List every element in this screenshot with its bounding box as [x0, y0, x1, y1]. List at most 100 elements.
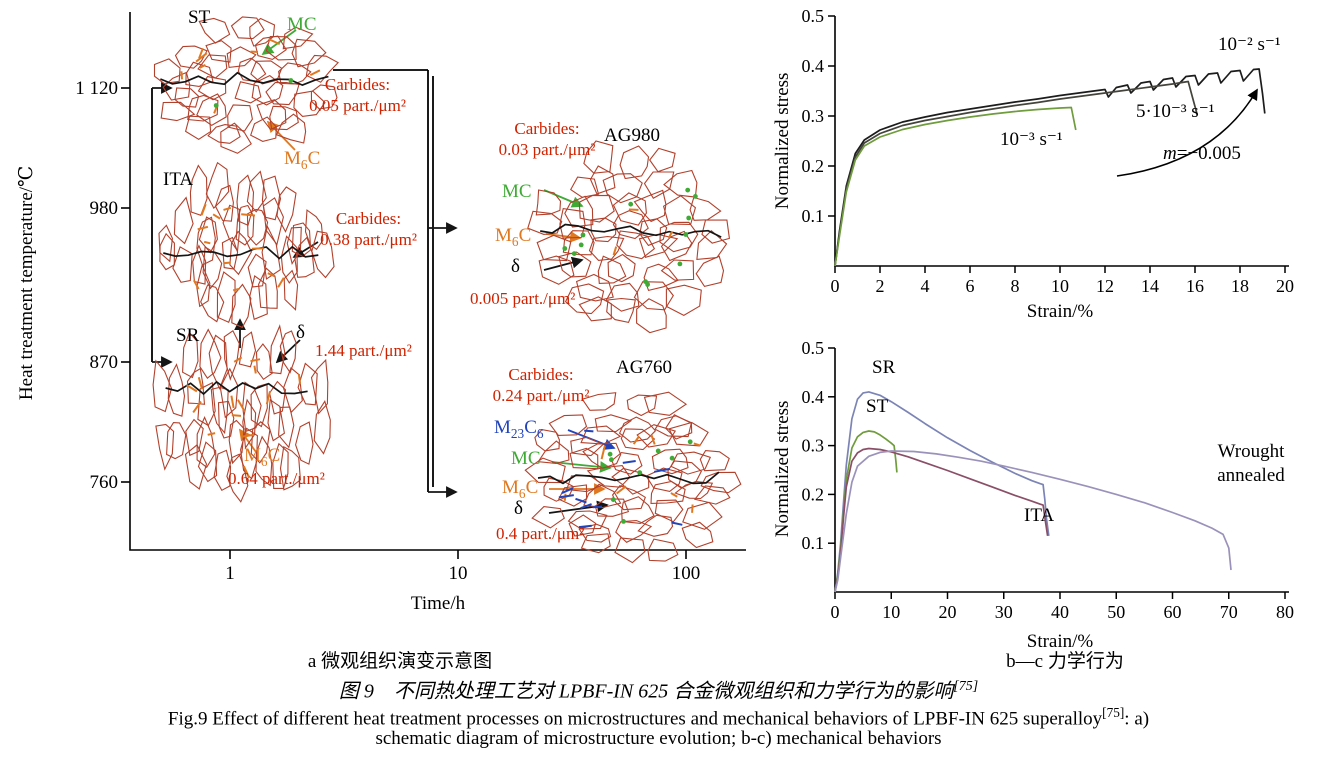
x-tick-1: 1	[225, 563, 235, 584]
grain-boundary	[643, 391, 688, 416]
grain-boundary	[205, 40, 232, 63]
ag760-structure-label: AG760	[616, 357, 672, 378]
grain-boundary	[578, 296, 612, 322]
m6c-particle	[200, 203, 207, 216]
panel-a-canvas	[121, 12, 746, 564]
grain-boundary	[267, 398, 286, 442]
grain-boundary	[230, 16, 265, 40]
grain-boundary	[567, 510, 608, 530]
carbides-word: Carbides:	[508, 365, 574, 384]
grain-boundary	[297, 362, 318, 406]
carbides-word: Carbides:	[514, 119, 580, 138]
grain-boundary	[242, 398, 257, 450]
grain-boundary	[172, 246, 193, 283]
grain-boundary	[251, 74, 284, 106]
mc-particle	[621, 519, 626, 524]
y-tick-label: 0.4	[802, 387, 825, 407]
grain-boundary	[223, 329, 240, 381]
m6c-particle	[231, 414, 242, 417]
ita-carbides-label: Carbides: 0.38 part./μm²	[296, 208, 441, 251]
reference-superscript: [75]	[1102, 705, 1125, 720]
grain-boundary	[570, 436, 605, 457]
ag760-delta-label: δ	[514, 498, 523, 519]
grain-boundary	[636, 298, 667, 334]
m6c-particle	[693, 442, 701, 447]
st-structure-label: ST	[188, 7, 211, 28]
grain-boundary	[659, 221, 699, 253]
annotation-arrow	[238, 428, 257, 453]
y-tick-870: 870	[89, 352, 119, 373]
ita-structure-label: ITA	[163, 169, 194, 190]
grain-boundary	[564, 195, 594, 228]
m6c-particle	[241, 213, 256, 217]
grain-boundary	[636, 424, 677, 448]
sr-curve-label: SR	[872, 357, 896, 378]
grain-boundary	[524, 457, 566, 484]
text-part: M	[284, 148, 301, 169]
ag760-mc-label: MC	[511, 448, 541, 469]
m6c-particle	[265, 391, 271, 405]
grain-boundary	[278, 62, 312, 85]
x-tick-label: 20	[939, 602, 957, 622]
grain-boundary	[167, 363, 186, 417]
grain-boundary	[276, 186, 297, 233]
text-part: M	[502, 477, 519, 498]
panel-a-caption: a 微观组织演变示意图	[307, 651, 493, 672]
ag760-delta-value: 0.4 part./μm²	[496, 524, 585, 543]
grain-boundary	[173, 196, 194, 245]
m6c-particle	[186, 384, 198, 393]
grain-boundary	[152, 359, 173, 413]
text-part: 6	[536, 425, 544, 441]
mc-particle	[580, 232, 586, 238]
st-curve-label: ST	[866, 396, 889, 417]
grain-boundary	[246, 170, 267, 213]
m6c-particle	[197, 377, 203, 390]
mc-particle	[571, 251, 577, 256]
grain-boundary	[311, 230, 335, 279]
y-tick-label: 0.5	[802, 338, 825, 358]
grain-boundary	[153, 58, 181, 85]
grain-boundary	[249, 17, 276, 47]
ag980-microstructure	[527, 140, 731, 334]
grain-boundary	[213, 449, 232, 492]
sr-delta-value: 1.44 part./μm²	[315, 341, 412, 360]
m6c-particle	[267, 272, 276, 278]
series-curve	[834, 68, 1266, 267]
grain-boundary	[578, 194, 615, 223]
grain-boundary	[569, 176, 600, 198]
text-part: 6	[518, 485, 526, 501]
grain-boundary	[207, 124, 241, 144]
m6c-particle	[600, 445, 606, 460]
text-part: M	[495, 225, 512, 246]
grain-boundary	[261, 175, 282, 221]
grain-boundary	[228, 419, 245, 465]
series-curve	[834, 391, 1050, 593]
x-tick-label: 0	[831, 276, 840, 296]
m6c-particle	[250, 358, 261, 363]
x-tick-label: 60	[1164, 602, 1182, 622]
m23c6-particle	[558, 494, 574, 499]
grain-boundary	[699, 450, 730, 472]
text-part: m	[1163, 143, 1177, 164]
m6c-particle	[198, 47, 204, 59]
grain-boundary	[217, 400, 235, 439]
ag760-carbides-label: Carbides: 0.24 part./μm²	[466, 364, 616, 407]
grain-boundary	[291, 38, 327, 68]
grain-boundary	[200, 284, 225, 323]
grain-boundary	[249, 274, 268, 321]
x-tick-label: 30	[995, 602, 1013, 622]
grain-boundary	[537, 440, 570, 464]
grain-boundary	[643, 171, 675, 199]
text-part: M	[244, 445, 261, 466]
m6c-particle	[230, 395, 235, 409]
grain-boundary	[693, 485, 731, 505]
grain-boundary	[626, 394, 658, 417]
grain-boundary	[220, 122, 252, 154]
panel-a-x-axis-label: Time/h	[410, 593, 466, 614]
grain-boundary	[620, 428, 656, 451]
m6c-particle	[203, 240, 211, 245]
grain-boundary	[612, 192, 647, 226]
m23c6-particle	[578, 524, 592, 529]
chart-b-x-axis-label: Strain/%	[1026, 301, 1094, 322]
x-tick-label: 14	[1141, 276, 1159, 296]
